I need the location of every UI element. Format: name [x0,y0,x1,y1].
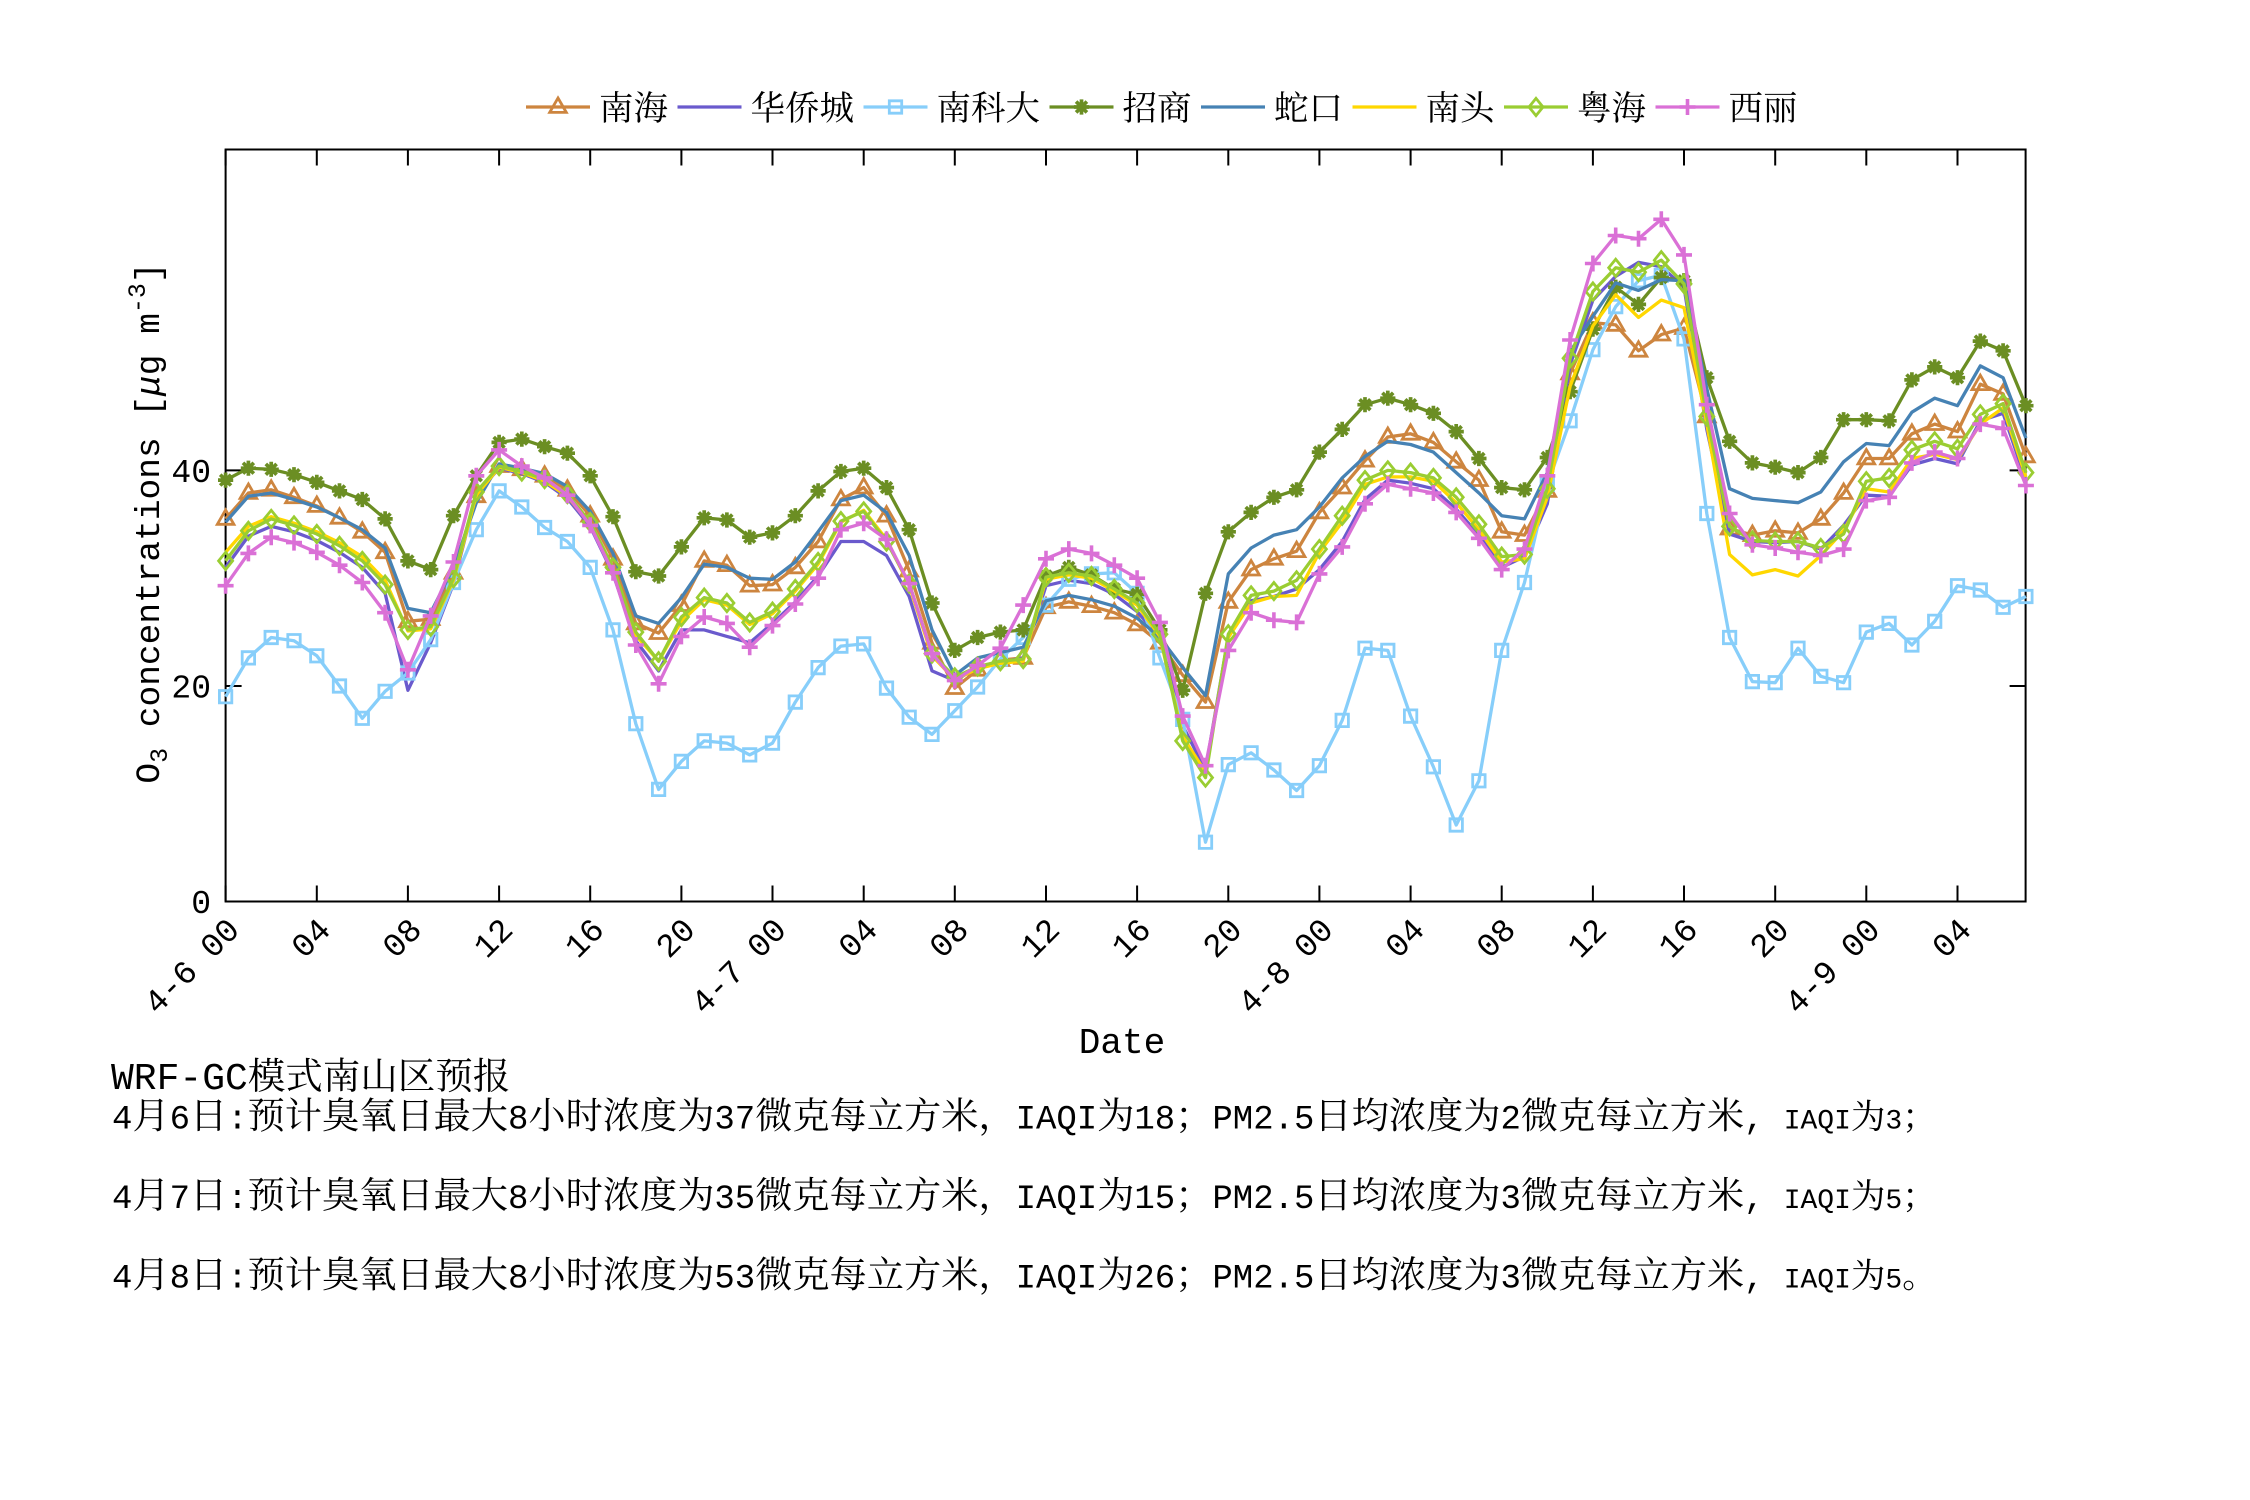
svg-text:,: , [1744,1261,1784,1298]
svg-text:PM2.5: PM2.5 [1212,1261,1314,1299]
svg-text:4: 4 [112,1181,132,1219]
svg-text:O3 concentrations [μg m-3]: O3 concentrations [μg m-3] [124,262,175,783]
svg-text:PM2.5: PM2.5 [1212,1181,1314,1219]
svg-text:5: 5 [1885,1186,1902,1217]
svg-text:3: 3 [1885,1107,1902,1138]
svg-text:8: 8 [508,1181,528,1219]
svg-text:IAQI: IAQI [1784,1266,1851,1297]
svg-text:IAQI: IAQI [1016,1181,1098,1219]
svg-text:,: , [1744,1181,1784,1218]
svg-text:8: 8 [508,1261,528,1299]
svg-text:Date: Date [1079,1023,1165,1064]
svg-text:WRF-GC: WRF-GC [111,1058,248,1101]
svg-text::: : [227,1102,247,1140]
svg-text:6: 6 [170,1102,190,1140]
svg-text:40: 40 [171,455,211,492]
svg-text:IAQI: IAQI [1016,1102,1098,1140]
svg-text:8: 8 [508,1102,528,1140]
svg-text:15: 15 [1134,1181,1175,1219]
svg-text:7: 7 [170,1181,190,1219]
svg-text:IAQI: IAQI [1784,1186,1851,1217]
svg-text:4: 4 [112,1102,132,1140]
svg-text:53: 53 [714,1261,755,1299]
svg-text:IAQI: IAQI [1016,1261,1098,1299]
svg-text:5: 5 [1885,1266,1902,1297]
svg-text:PM2.5: PM2.5 [1212,1102,1314,1140]
svg-text:,: , [1744,1102,1784,1139]
svg-text:4: 4 [112,1261,132,1299]
svg-text:18: 18 [1134,1102,1175,1140]
svg-text:0: 0 [191,886,211,923]
svg-text:3: 3 [1501,1181,1521,1219]
svg-text:35: 35 [714,1181,755,1219]
svg-text:8: 8 [170,1261,190,1299]
svg-text:20: 20 [171,671,211,708]
svg-text:37: 37 [714,1102,755,1140]
svg-text:2: 2 [1501,1102,1521,1140]
svg-text::: : [227,1181,247,1219]
svg-text:3: 3 [1501,1261,1521,1299]
svg-text:IAQI: IAQI [1784,1107,1851,1138]
svg-text::: : [227,1261,247,1299]
svg-text:26: 26 [1134,1261,1175,1299]
